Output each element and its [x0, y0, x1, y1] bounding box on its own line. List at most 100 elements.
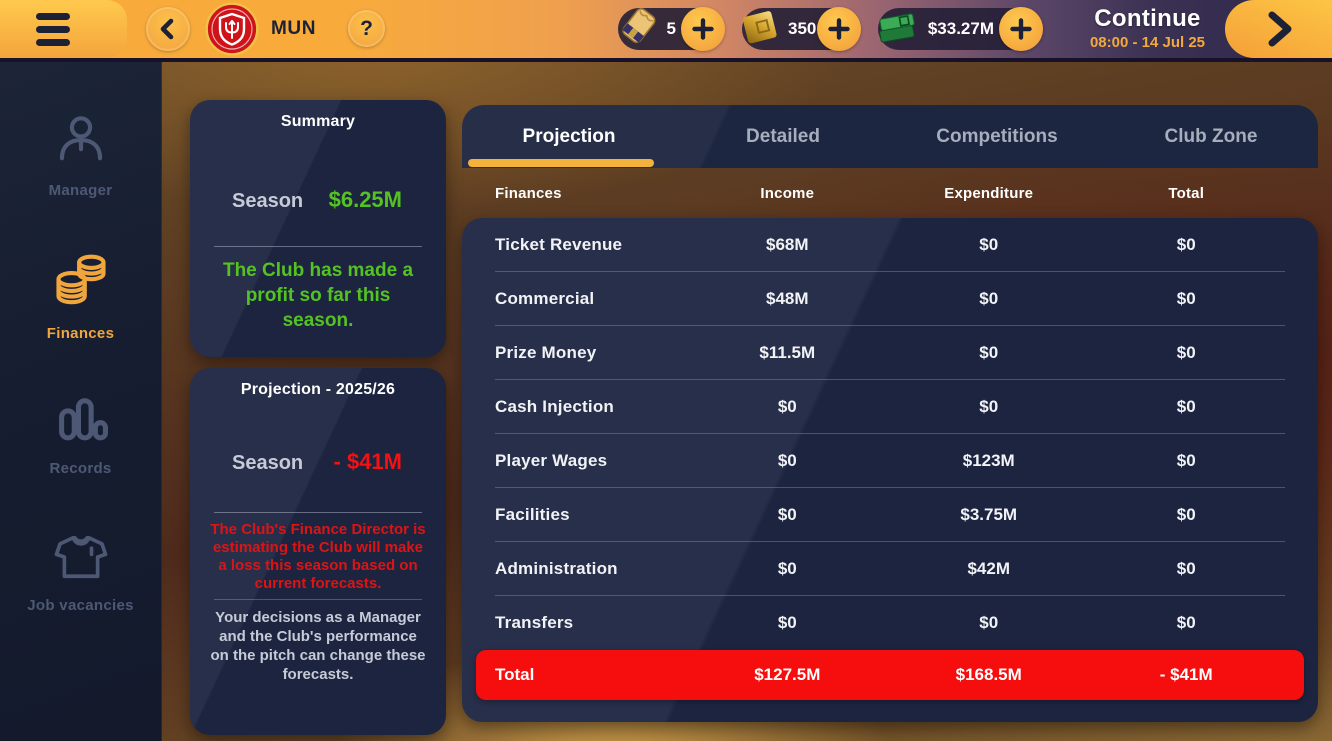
- tab-label: Projection: [522, 125, 616, 147]
- resource-scout-packs[interactable]: 5: [618, 7, 725, 51]
- row-label: Cash Injection: [495, 396, 614, 416]
- total-expenditure: $168.5M: [955, 665, 1022, 684]
- table-row: Player Wages $0 $123M $0: [495, 434, 1285, 488]
- continue-button[interactable]: Continue 08:00 - 14 Jul 25: [1055, 5, 1240, 51]
- help-button[interactable]: ?: [348, 10, 385, 47]
- add-resource-button[interactable]: [999, 7, 1043, 51]
- back-button[interactable]: [146, 7, 190, 51]
- tab-competitions[interactable]: Competitions: [890, 105, 1104, 168]
- column-header: Total: [1168, 184, 1205, 202]
- resource-value: 5: [666, 19, 676, 38]
- resource-cash[interactable]: $33.27M: [878, 7, 1043, 51]
- hamburger-icon: [36, 25, 70, 33]
- tab-label: Competitions: [936, 125, 1058, 147]
- row-income: $0: [777, 613, 797, 632]
- row-total: $0: [1176, 234, 1196, 254]
- game-datetime: 08:00 - 14 Jul 25: [1089, 34, 1206, 51]
- season-label: Season: [232, 452, 304, 474]
- season-projection-row: Season - $41M: [190, 449, 446, 475]
- table-row: Ticket Revenue $68M $0 $0: [495, 218, 1285, 272]
- sidebar-item-label: Records: [49, 460, 112, 477]
- row-expenditure: $0: [979, 234, 999, 254]
- gold-card-icon: [742, 11, 777, 44]
- table-row: Commercial $48M $0 $0: [495, 272, 1285, 326]
- shirt-icon: [54, 535, 107, 579]
- tab-projection[interactable]: Projection: [462, 105, 676, 168]
- sidebar-item-label: Job vacancies: [27, 597, 134, 614]
- advance-button[interactable]: [1225, 0, 1332, 58]
- season-profit-value: $6.25M: [328, 187, 402, 212]
- sidebar-item-finances[interactable]: Finances: [0, 251, 161, 342]
- row-total: $0: [1176, 342, 1196, 362]
- finance-table-header: Finances Income Expenditure Total: [462, 168, 1318, 218]
- row-label: Ticket Revenue: [495, 234, 623, 254]
- profit-note: The Club has made a profit so far this s…: [222, 260, 414, 331]
- season-loss-value: - $41M: [333, 449, 402, 474]
- projection-card: Projection - 2025/26 Season - $41M The C…: [190, 368, 446, 735]
- row-income: $68M: [766, 234, 809, 254]
- card-title: Projection - 2025/26: [240, 381, 396, 398]
- plus-icon: [692, 18, 714, 40]
- row-expenditure: $3.75M: [960, 504, 1018, 524]
- add-resource-button[interactable]: [681, 7, 725, 51]
- total-income: $127.5M: [754, 665, 821, 684]
- row-expenditure: $123M: [962, 450, 1015, 470]
- sidebar-item-manager[interactable]: Manager: [0, 112, 161, 199]
- row-income: $0: [777, 504, 797, 524]
- add-resource-button[interactable]: [817, 7, 861, 51]
- table-row: Facilities $0 $3.75M $0: [495, 488, 1285, 542]
- row-expenditure: $0: [979, 342, 999, 362]
- finance-table: Ticket Revenue $68M $0 $0 Commercial $48…: [462, 218, 1318, 722]
- row-expenditure: $0: [979, 396, 999, 416]
- table-row: Cash Injection $0 $0 $0: [495, 380, 1285, 434]
- card-title: Summary: [280, 113, 356, 130]
- table-row: Prize Money $11.5M $0 $0: [495, 326, 1285, 380]
- continue-label: Continue: [1094, 5, 1201, 32]
- row-total: $0: [1176, 288, 1196, 308]
- tab-bar: Projection Detailed Competitions Club Zo…: [462, 105, 1318, 168]
- tab-label: Club Zone: [1164, 125, 1258, 147]
- help-label: ?: [360, 16, 373, 40]
- club-abbreviation: MUN: [271, 18, 317, 39]
- row-label: Facilities: [495, 504, 570, 524]
- sidebar-item-job-vacancies[interactable]: Job vacancies: [0, 529, 161, 614]
- total-label: Total: [495, 665, 535, 684]
- table-row: Administration $0 $42M $0: [495, 542, 1285, 596]
- season-label: Season: [232, 190, 304, 212]
- divider: [214, 512, 422, 513]
- bar-chart-icon: [58, 398, 108, 441]
- chevron-right-icon: [1268, 11, 1291, 47]
- divider: [214, 599, 422, 600]
- row-expenditure: $42M: [967, 558, 1010, 578]
- plus-icon: [1010, 18, 1032, 40]
- total-net: - $41M: [1159, 665, 1213, 684]
- column-header: Expenditure: [944, 184, 1034, 202]
- club-header[interactable]: MUN: [205, 2, 316, 56]
- resource-value: $33.27M: [927, 19, 994, 38]
- sidebar-item-records[interactable]: Records: [0, 394, 161, 477]
- resource-gold-cards[interactable]: 350: [742, 7, 861, 51]
- row-expenditure: $0: [979, 613, 999, 632]
- row-income: $48M: [766, 288, 809, 308]
- chevron-left-icon: [160, 18, 174, 40]
- menu-button[interactable]: [0, 0, 127, 58]
- resource-value: 350: [788, 19, 817, 38]
- forecast-note: Your decisions as a Manager and the Club…: [210, 609, 426, 683]
- row-total: $0: [1176, 450, 1196, 470]
- season-summary-row: Season $6.25M: [190, 187, 446, 213]
- coins-icon: [55, 254, 106, 305]
- sidebar-item-label: Manager: [48, 182, 113, 199]
- row-total: $0: [1176, 396, 1196, 416]
- column-header: Finances: [495, 184, 562, 202]
- sidebar: Manager Finances: [0, 62, 162, 741]
- tab-club-zone[interactable]: Club Zone: [1104, 105, 1318, 168]
- hamburger-icon: [36, 38, 70, 46]
- top-bar: MUN ? 5: [0, 0, 1332, 62]
- tab-detailed[interactable]: Detailed: [676, 105, 890, 168]
- sidebar-item-label: Finances: [46, 325, 115, 342]
- cash-stack-icon: [879, 13, 915, 43]
- table-row: Transfers $0 $0 $0: [495, 596, 1285, 650]
- manager-icon: [59, 116, 102, 161]
- loss-warning: The Club's Finance Director is estimatin…: [210, 521, 426, 592]
